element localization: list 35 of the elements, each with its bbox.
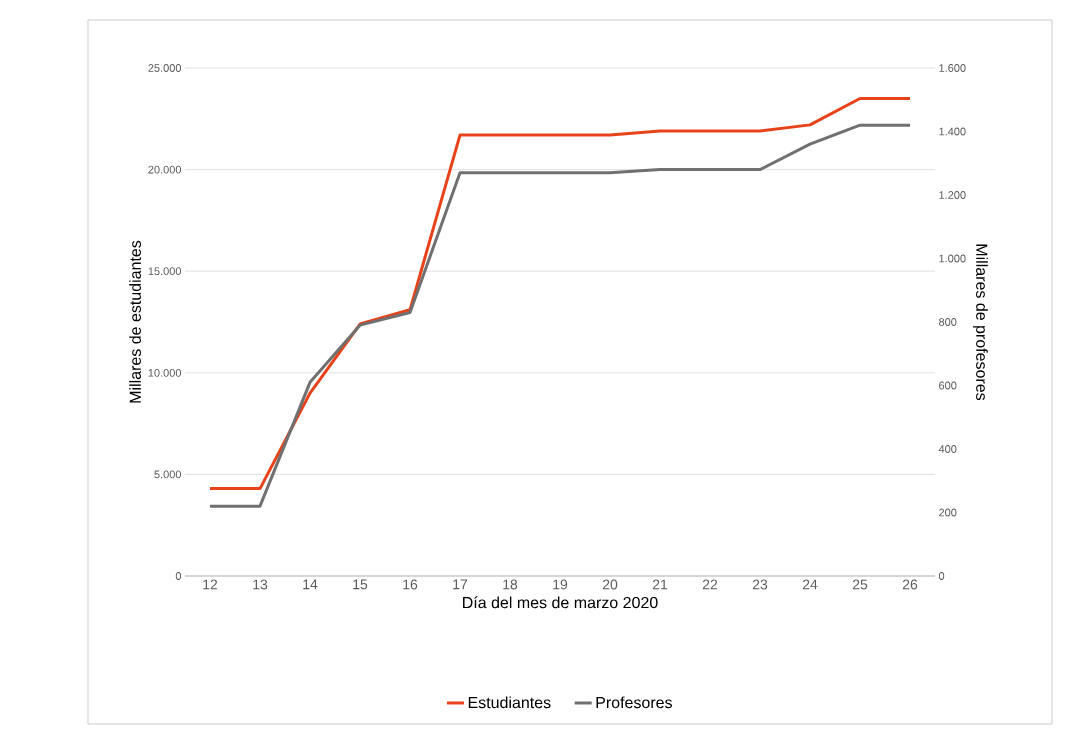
x-tick-label: 22 bbox=[702, 579, 718, 590]
y2-axis-title: Millares de profesores bbox=[972, 244, 988, 401]
x-tick-label: 18 bbox=[503, 579, 518, 590]
y-tick-label: 15.000 bbox=[148, 267, 182, 276]
x-axis-title: Día del mes de marzo 2020 bbox=[463, 596, 658, 609]
y2-tick-label: 1.200 bbox=[939, 191, 966, 199]
x-tick-label: 19 bbox=[553, 579, 568, 590]
legend-label: Estudiantes bbox=[468, 696, 551, 709]
y-tick-label: 20.000 bbox=[148, 165, 182, 174]
y2-tick-label: 400 bbox=[938, 445, 957, 453]
x-tick-label: 14 bbox=[303, 579, 318, 590]
x-tick-label: 21 bbox=[652, 579, 668, 590]
x-tick-label: 25 bbox=[852, 579, 868, 590]
y-tick-label: 5.000 bbox=[154, 470, 182, 479]
y2-tick-label: 200 bbox=[939, 508, 957, 517]
y-tick-label: 10.000 bbox=[148, 368, 182, 377]
x-tick-label: 17 bbox=[453, 579, 468, 590]
y2-tick-label: 0 bbox=[938, 572, 945, 580]
x-tick-label: 15 bbox=[353, 579, 368, 590]
y-tick-label: 0 bbox=[175, 572, 182, 580]
x-tick-label: 20 bbox=[602, 579, 618, 590]
x-tick-label: 13 bbox=[253, 579, 268, 590]
y-tick-label: 25.000 bbox=[148, 64, 182, 72]
x-tick-label: 12 bbox=[203, 579, 218, 590]
x-tick-label: 16 bbox=[403, 579, 418, 590]
y2-tick-label: 1.000 bbox=[939, 254, 966, 263]
y2-tick-label: 1.400 bbox=[939, 127, 966, 136]
y-axis-title: Millares de estudiantes bbox=[129, 240, 141, 403]
x-tick-label: 24 bbox=[802, 579, 818, 590]
y2-tick-label: 800 bbox=[939, 318, 957, 326]
y2-tick-label: 1.600 bbox=[939, 64, 966, 72]
y2-tick-label: 600 bbox=[939, 381, 957, 390]
x-tick-label: 23 bbox=[752, 579, 768, 590]
legend-label: Profesores bbox=[596, 696, 672, 709]
x-tick-label: 26 bbox=[902, 579, 918, 590]
